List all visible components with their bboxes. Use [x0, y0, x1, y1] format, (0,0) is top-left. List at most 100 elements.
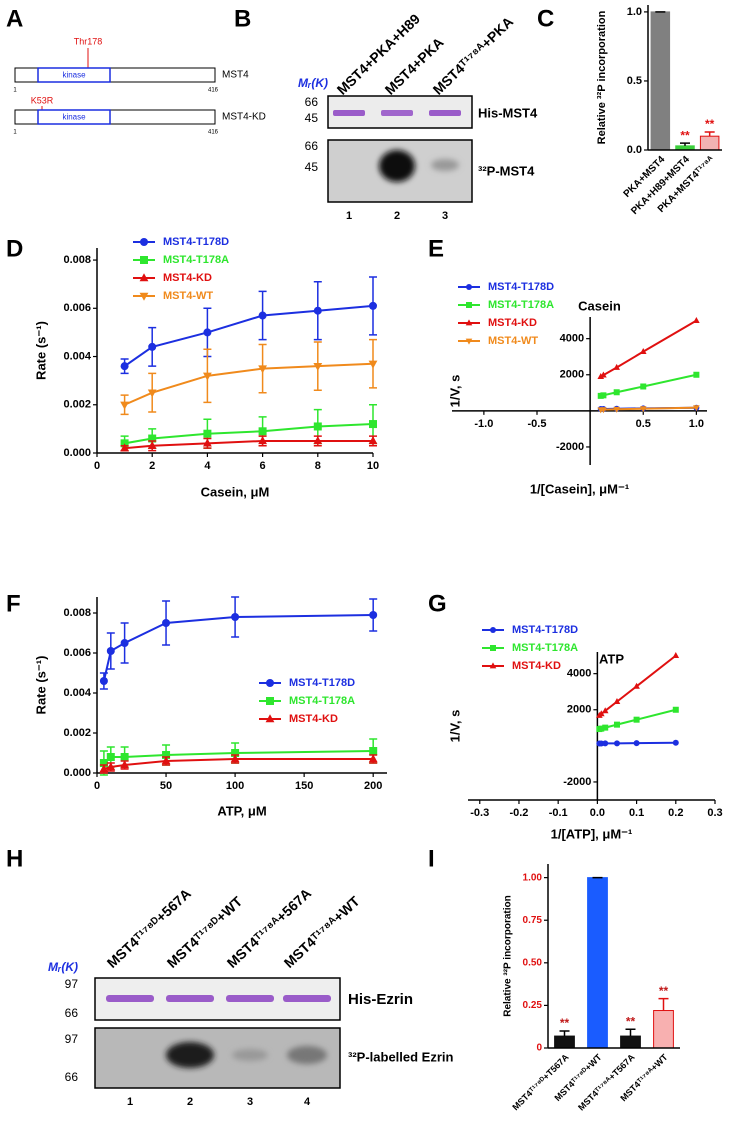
- y-tick-label: 0.008: [63, 607, 91, 619]
- legend-label: MST4-T178D: [488, 281, 554, 293]
- bar: [650, 11, 671, 151]
- position-label: 1: [13, 88, 17, 94]
- y-tick-label: 0.75: [523, 915, 543, 926]
- band: [429, 110, 461, 116]
- marker: [633, 716, 640, 723]
- band: [232, 1049, 268, 1061]
- legend-marker: [265, 714, 275, 723]
- y-tick-label: 1.00: [523, 872, 543, 883]
- marker: [148, 342, 157, 351]
- panel-label: I: [428, 845, 435, 872]
- legend-marker: [489, 662, 497, 669]
- legend-marker: [140, 256, 148, 264]
- marker: [120, 362, 129, 371]
- legend-label: MST4-KD: [512, 660, 561, 672]
- marker: [600, 407, 607, 414]
- gel-b: MST4+PKA+H89 MST4+PKA MST4ᵀ¹⁷⁸ᴬ+PKA Mᵣ(K…: [298, 10, 538, 221]
- y-tick-label: 0: [536, 1043, 542, 1054]
- significance: **: [659, 984, 669, 998]
- legend-marker: [490, 627, 496, 633]
- bar: [653, 1010, 674, 1049]
- marker-label: 66: [305, 95, 319, 109]
- y-tick-label: 0.004: [63, 350, 91, 362]
- x-tick-label: 150: [295, 780, 313, 792]
- y-tick-label: 0.006: [63, 302, 91, 314]
- y-axis-label: Relative ³²P incorporation: [596, 10, 608, 144]
- construct-label: MST4-KD: [222, 112, 266, 123]
- y-axis-label: 1/V, s: [447, 710, 462, 743]
- mr-label: Mᵣ(K): [48, 960, 78, 974]
- legend-label: MST4-T178A: [163, 254, 229, 266]
- construct-label: MST4: [222, 70, 249, 81]
- marker: [601, 707, 609, 714]
- y-axis-label: 1/V, s: [447, 375, 462, 408]
- marker: [106, 762, 116, 771]
- mr-label: Mᵣ(K): [298, 76, 328, 90]
- legend-marker: [490, 645, 496, 651]
- band: [166, 1042, 214, 1068]
- marker: [258, 311, 267, 320]
- marker: [633, 682, 640, 689]
- marker: [633, 740, 640, 747]
- marker: [598, 710, 605, 717]
- kinase-domain: [37, 67, 111, 83]
- marker: [203, 372, 212, 381]
- marker: [639, 348, 647, 355]
- lane-label: MST4+PKA+H89: [334, 10, 424, 97]
- x-tick-label: 4: [204, 460, 211, 472]
- x-tick-label: 2: [149, 460, 155, 472]
- marker: [613, 740, 620, 747]
- marker: [369, 420, 377, 429]
- bar: [587, 877, 608, 1049]
- significance: **: [705, 117, 715, 131]
- x-tick-label: 1.0: [689, 418, 704, 430]
- marker: [120, 401, 129, 410]
- marker: [693, 371, 700, 378]
- y-tick-label: -2000: [556, 441, 584, 453]
- y-tick-label: 2000: [567, 704, 591, 716]
- x-axis-label: 1/[Casein], μM⁻¹: [530, 481, 629, 496]
- marker: [120, 443, 129, 452]
- kinase-domain: [37, 109, 111, 125]
- y-tick-label: 4000: [560, 333, 584, 345]
- domain-diagram: Thr178 kinase MST4 1 416 K53R kinase MST…: [13, 36, 266, 135]
- marker: [602, 740, 609, 747]
- band-label: ³²P-labelled Ezrin: [348, 1049, 454, 1064]
- y-axis-label: Rate (s⁻¹): [33, 656, 48, 715]
- bar: [699, 135, 720, 151]
- panel-label: D: [6, 235, 23, 262]
- error-bar: [658, 997, 669, 1011]
- legend-marker: [465, 319, 473, 326]
- y-tick-label: 0.50: [523, 957, 543, 968]
- x-tick-label: 0.0: [590, 807, 605, 819]
- series-line: [124, 304, 374, 367]
- marker: [120, 753, 129, 761]
- marker: [99, 759, 108, 767]
- gel-frame: [94, 977, 341, 1021]
- band-label: His-MST4: [478, 105, 538, 120]
- band-label: ³²P-MST4: [478, 163, 535, 178]
- legend-label: MST4-T178A: [512, 642, 578, 654]
- series-line: [124, 423, 374, 445]
- bar: [620, 1035, 641, 1049]
- marker: [106, 753, 115, 761]
- band: [333, 110, 365, 116]
- marker: [313, 422, 322, 431]
- legend-marker: [466, 302, 472, 308]
- lane-number: 1: [346, 210, 352, 222]
- x-axis-label: 1/[ATP], μM⁻¹: [551, 826, 633, 841]
- error-bar: [625, 1028, 636, 1037]
- marker: [120, 760, 130, 769]
- marker: [231, 749, 240, 757]
- lane-number: 3: [247, 1096, 253, 1108]
- marker: [368, 436, 378, 445]
- legend-label: MST4-KD: [488, 317, 537, 329]
- position-label: 416: [208, 130, 219, 136]
- marker: [369, 301, 377, 310]
- legend-marker: [139, 292, 149, 301]
- band: [431, 159, 459, 171]
- marker-label: 66: [65, 1006, 79, 1020]
- band: [166, 995, 214, 1002]
- x-tick-label: -0.3: [470, 807, 489, 819]
- legend-marker: [266, 697, 274, 705]
